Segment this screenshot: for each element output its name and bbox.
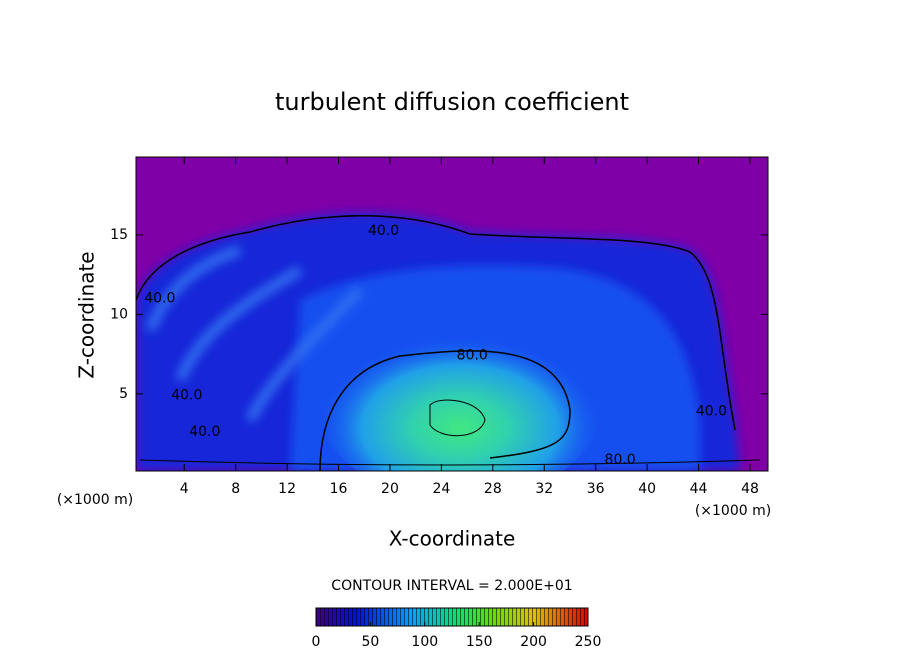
contour-label: 40.0	[189, 424, 220, 440]
contour-label: 40.0	[368, 223, 399, 239]
colorbar-tick-label: 250	[575, 634, 602, 650]
x-tick-label: 32	[535, 481, 553, 497]
chart-title: turbulent diffusion coefficient	[275, 88, 629, 116]
x-tick-label: 44	[690, 481, 708, 497]
y-tick-label: 15	[110, 227, 128, 243]
y-tick-label: 10	[110, 306, 128, 322]
colorbar-frame	[315, 607, 589, 627]
contour-label: 80.0	[457, 348, 488, 364]
colorbar-tick-label: 100	[411, 634, 438, 650]
colorbar-tick-label: 50	[361, 634, 379, 650]
x-tick-label: 12	[278, 481, 296, 497]
x-tick-label: 28	[484, 481, 502, 497]
y-axis-label: Z-coordinate	[75, 251, 99, 378]
contour-label: 40.0	[144, 290, 175, 306]
contour-field	[136, 157, 768, 471]
x-axis-label: X-coordinate	[389, 527, 516, 551]
colorbar-tick-label: 0	[312, 634, 321, 650]
x-tick-label: 20	[381, 481, 399, 497]
contour-label: 40.0	[696, 403, 727, 419]
contour-label: 80.0	[605, 452, 636, 468]
x-unit-label: (×1000 m)	[57, 492, 133, 508]
colorbar-tick-label: 200	[520, 634, 547, 650]
colorbar-tick-label: 150	[466, 634, 493, 650]
y-tick-label: 5	[119, 386, 128, 402]
x-tick-label: 40	[638, 481, 656, 497]
x-tick-label: 48	[741, 481, 759, 497]
x-tick-label: 24	[432, 481, 450, 497]
x-tick-label: 16	[330, 481, 348, 497]
contour-interval: CONTOUR INTERVAL = 2.000E+01	[331, 578, 572, 594]
x-tick-label: 4	[180, 481, 189, 497]
x-tick-label: 36	[587, 481, 605, 497]
contour-label: 40.0	[171, 387, 202, 403]
x-unit-label: (×1000 m)	[695, 503, 771, 519]
x-tick-label: 8	[231, 481, 240, 497]
